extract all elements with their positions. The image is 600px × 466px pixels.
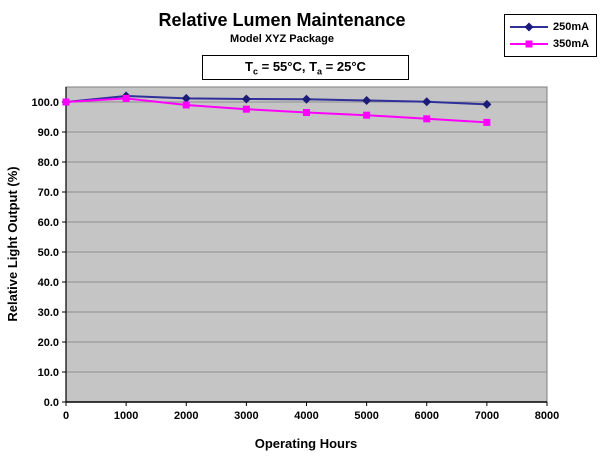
series-marker-250ma xyxy=(422,97,432,107)
series-marker-250ma xyxy=(302,94,311,104)
series-marker-350ma xyxy=(62,98,70,106)
series-marker-350ma xyxy=(122,94,130,102)
y-tick-label: 30.0 xyxy=(38,307,59,319)
y-tick-label: 10.0 xyxy=(38,367,59,379)
x-tick-label: 5000 xyxy=(354,410,378,422)
series-line-350ma xyxy=(65,97,487,124)
legend-entry-350ma: 350mA xyxy=(508,36,596,52)
legend-entry-250ma: 250mA xyxy=(508,19,596,35)
series-marker-250ma xyxy=(241,94,251,104)
chart-subtitle: Model XYZ Package xyxy=(230,33,334,45)
x-tick-label: 8000 xyxy=(535,410,559,422)
series-marker-350ma xyxy=(423,115,431,123)
series-marker-350ma xyxy=(363,111,371,119)
y-tick-label: 40.0 xyxy=(38,277,59,289)
y-axis-title: Relative Light Output (%) xyxy=(5,166,20,322)
annotation-text: = 25°C xyxy=(322,59,366,74)
x-axis-title: Operating Hours xyxy=(254,436,358,451)
annotation-text: T xyxy=(245,59,253,74)
legend: 250mA 350mA xyxy=(504,14,597,57)
series-marker-250ma xyxy=(181,93,191,103)
series-350ma-marker-icon xyxy=(510,40,548,48)
y-tick-label: 60.0 xyxy=(38,217,59,229)
y-tick-label: 20.0 xyxy=(38,337,59,349)
annotation-text: = 55°C, T xyxy=(258,59,318,74)
series-marker-350ma xyxy=(182,101,190,109)
y-tick-label: 0.0 xyxy=(44,397,59,409)
series-marker-350ma xyxy=(483,118,491,126)
legend-label: 250mA xyxy=(553,20,590,33)
x-tick-label: 4000 xyxy=(294,410,318,422)
y-tick-label: 70.0 xyxy=(38,187,59,199)
series-marker-350ma xyxy=(303,109,310,116)
plot-background xyxy=(65,86,548,403)
annotation-sub-c: c xyxy=(253,66,259,77)
x-tick-label: 0 xyxy=(63,410,69,422)
temperature-annotation: Tc = 55°C, Ta = 25°C xyxy=(202,55,409,80)
series-marker-250ma xyxy=(482,99,492,109)
x-tick-label: 1000 xyxy=(114,410,138,422)
annotation-sub-a: a xyxy=(317,66,323,77)
chart-title: Relative Lumen Maintenance xyxy=(158,10,406,30)
y-tick-label: 90.0 xyxy=(38,127,59,139)
y-tick-label: 80.0 xyxy=(38,157,59,169)
x-tick-label: 2000 xyxy=(174,410,198,422)
series-marker-350ma xyxy=(242,105,250,113)
y-tick-label: 50.0 xyxy=(38,247,59,259)
y-tick-label: 100.0 xyxy=(31,97,59,109)
x-tick-label: 3000 xyxy=(234,410,258,422)
x-tick-label: 7000 xyxy=(475,410,499,422)
series-marker-250ma xyxy=(362,96,372,105)
series-250ma-marker-icon xyxy=(510,22,548,32)
series-line-250ma xyxy=(65,94,487,106)
legend-label: 350mA xyxy=(553,38,590,51)
x-tick-label: 6000 xyxy=(415,410,439,422)
